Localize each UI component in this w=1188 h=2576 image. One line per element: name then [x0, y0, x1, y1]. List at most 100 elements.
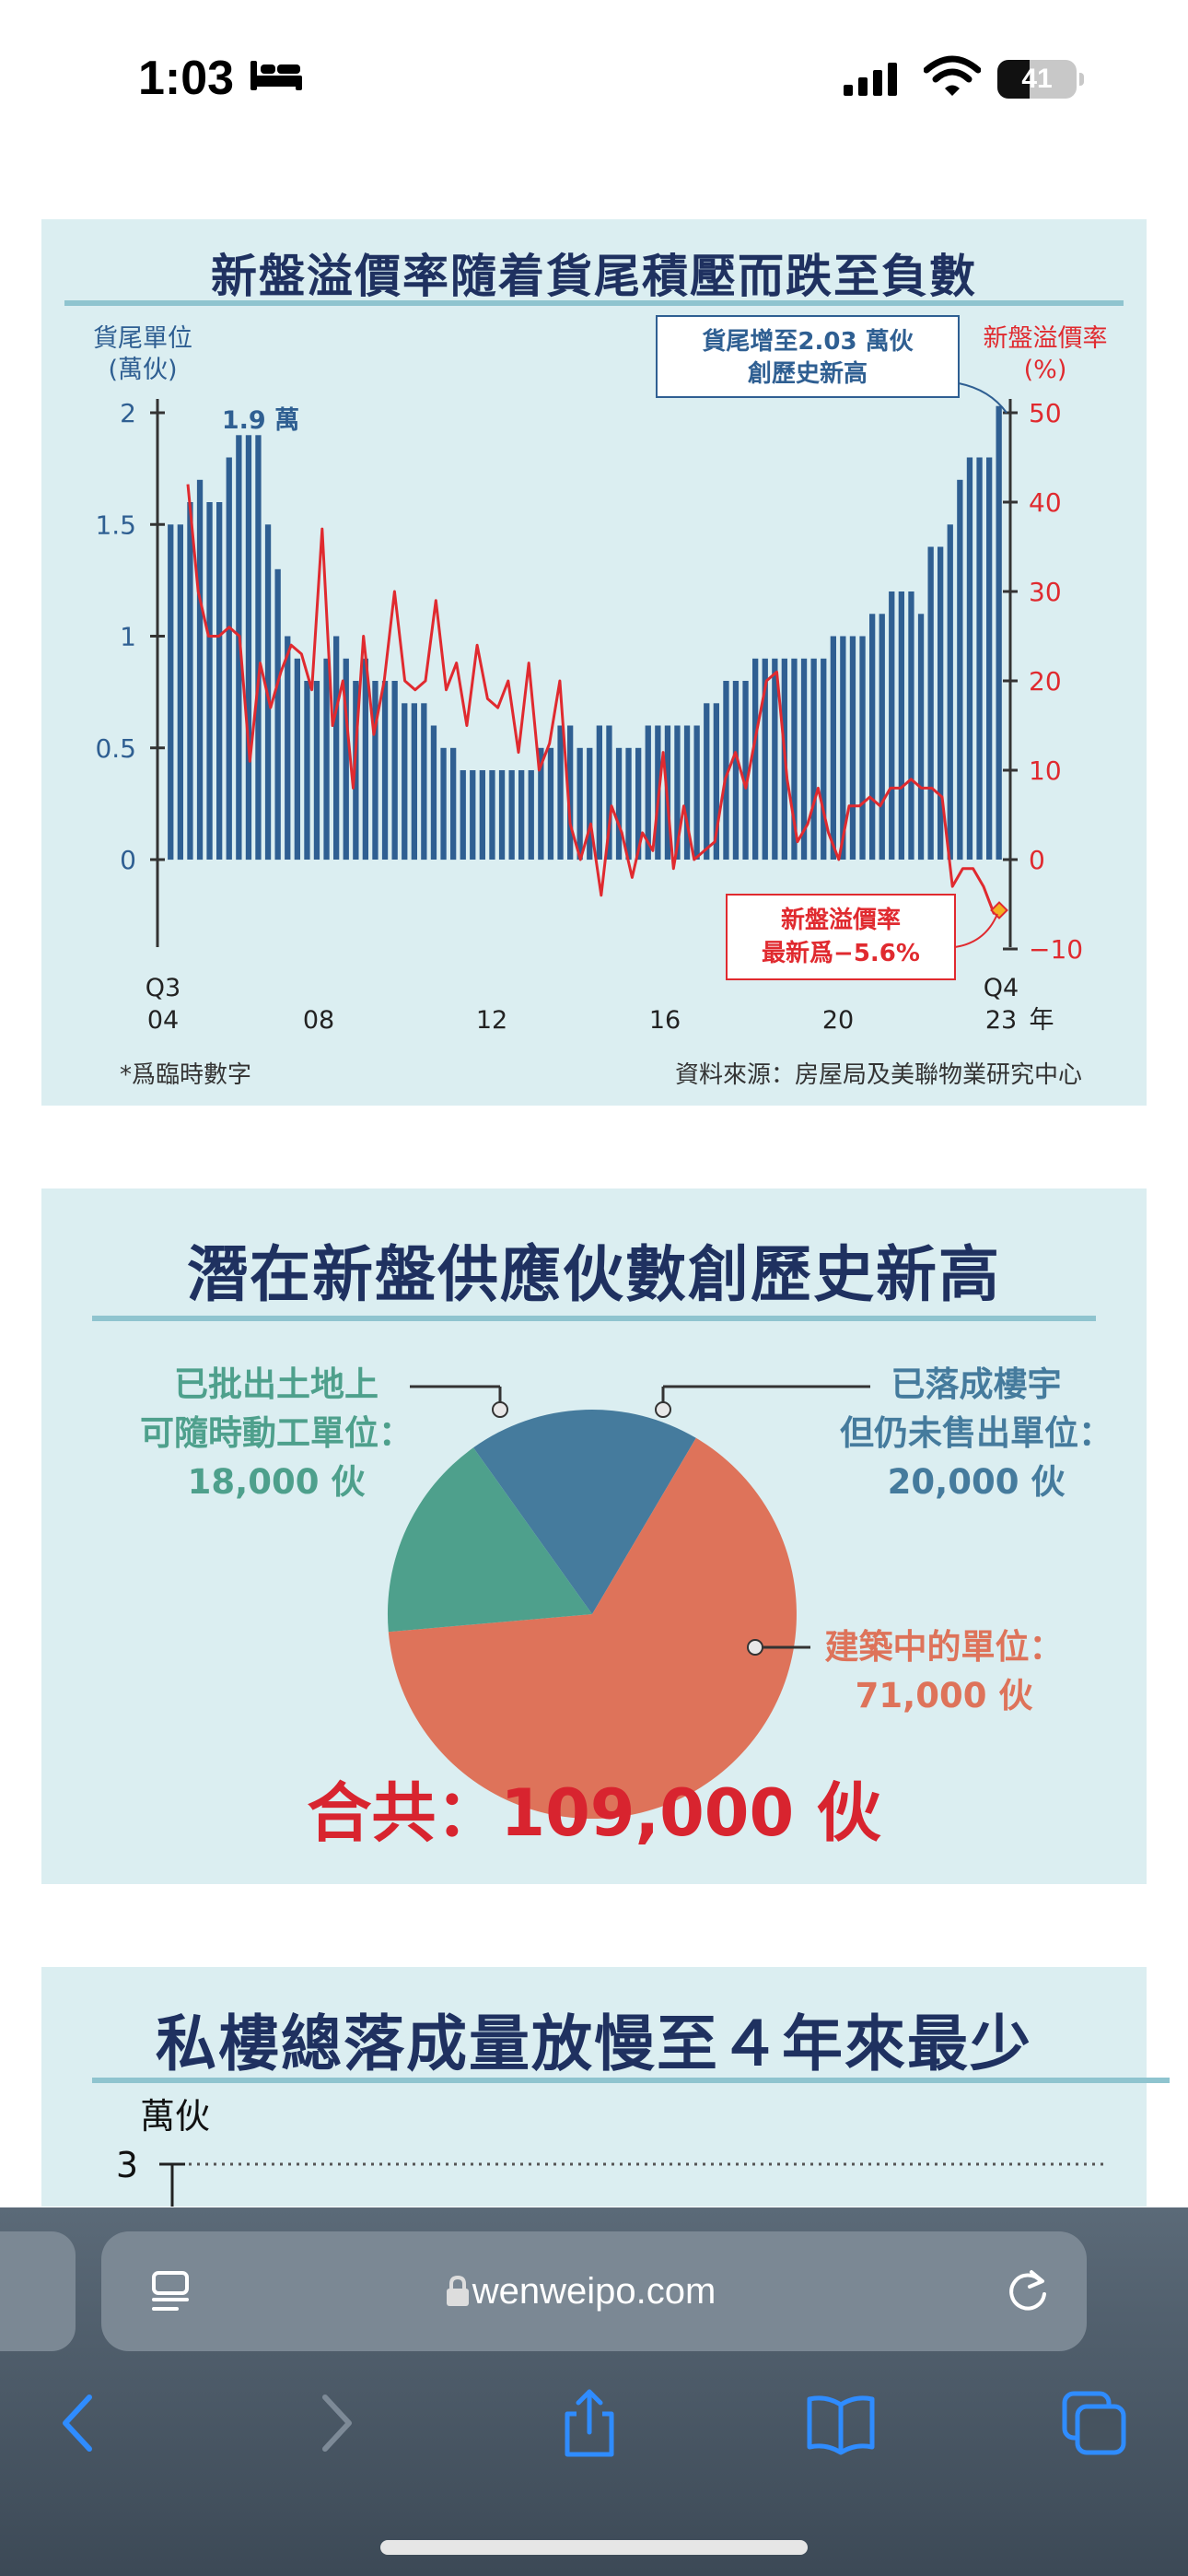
bar — [206, 502, 213, 860]
bar — [489, 770, 495, 860]
bar — [177, 524, 183, 861]
address-bar[interactable]: wenweipo.com — [101, 2231, 1087, 2351]
x-tick-16: 16 — [649, 1006, 681, 1035]
bar — [615, 747, 623, 861]
back-button[interactable] — [41, 2386, 115, 2460]
x-end-q: Q4 — [984, 974, 1019, 1002]
battery-indicator: 41 — [997, 60, 1084, 99]
status-time: 1:03 — [138, 52, 235, 105]
bar — [440, 747, 447, 861]
bar — [498, 770, 506, 860]
svg-text:18,000 伙: 18,000 伙 — [188, 1462, 366, 1502]
cellular-signal-icon — [844, 63, 897, 96]
bar — [168, 524, 174, 861]
bar — [693, 725, 700, 860]
bar — [635, 747, 642, 861]
x-unit: 年 — [1030, 1006, 1054, 1035]
chart3-y-tick-3: 3 — [116, 2145, 138, 2185]
bar — [645, 725, 651, 860]
bar — [996, 405, 1002, 860]
leader-dot-construction — [747, 1639, 763, 1656]
share-button[interactable] — [553, 2386, 626, 2460]
chart1-title: 新盤溢價率隨着貨尾積壓而跌至負數 — [211, 249, 977, 303]
bar — [704, 703, 710, 861]
forward-button[interactable] — [299, 2386, 373, 2460]
bookmarks-button[interactable] — [804, 2386, 878, 2460]
bar — [762, 658, 768, 861]
x-start-q: Q3 — [146, 974, 181, 1002]
bar — [411, 703, 417, 861]
lock-icon — [447, 2275, 469, 2306]
chart3-title: 私樓總落成量放慢至４年來最少 — [156, 2008, 1032, 2079]
wifi-icon — [924, 55, 981, 96]
bar — [966, 457, 973, 860]
bar-series-unsold-units — [168, 405, 1002, 861]
pie-slice-land-granted — [387, 1447, 592, 1633]
svg-text:已批出土地上: 已批出土地上 — [174, 1364, 379, 1404]
bar — [908, 591, 914, 860]
bar — [538, 747, 544, 861]
chart3-plot: 萬伙 3 — [116, 2096, 1105, 2207]
bar — [508, 770, 515, 860]
bar — [800, 658, 808, 861]
reload-icon[interactable] — [1004, 2266, 1052, 2316]
source-note: 資料來源：房屋局及美聯物業研究中心 — [675, 1061, 1082, 1089]
bar — [187, 502, 193, 860]
svg-text:可隨時動工單位：: 可隨時動工單位： — [140, 1413, 413, 1453]
bar — [674, 725, 681, 860]
bar — [518, 770, 525, 860]
callout-top-box — [656, 315, 960, 398]
bar — [313, 681, 320, 860]
reader-mode-icon[interactable] — [147, 2268, 193, 2314]
leader-dot-completed — [655, 1401, 671, 1418]
chart2-title: 潛在新盤供應伙數創歷史新高 — [187, 1238, 1001, 1310]
right-axis-title-2: (%) — [1024, 356, 1067, 384]
bar — [849, 636, 856, 860]
bar — [938, 546, 944, 860]
chart2-plot: 已落成樓宇 但仍未售出單位： 20,000 伙 建築中的單位： 71,000 伙… — [140, 1364, 1112, 1851]
x-tick-12: 12 — [476, 1006, 507, 1035]
x-start-year: 04 — [147, 1006, 179, 1035]
right-axis-title-1: 新盤溢價率 — [984, 324, 1108, 353]
chart3-y-unit: 萬伙 — [140, 2096, 210, 2137]
bar — [898, 591, 904, 860]
previous-tab-preview[interactable] — [0, 2231, 76, 2351]
bar — [226, 457, 232, 860]
bar — [470, 770, 476, 860]
bar — [791, 658, 798, 861]
pie-total: 合共：109,000 伙 — [307, 1775, 880, 1851]
bar — [889, 591, 895, 860]
y-right-tick: 50 — [1029, 398, 1062, 428]
y-right-tick: 20 — [1029, 666, 1062, 697]
sleep-focus-icon — [250, 61, 302, 90]
home-indicator — [380, 2540, 808, 2555]
bar — [596, 725, 602, 860]
left-axis-title-2: (萬伙) — [108, 356, 177, 384]
pie-slice-completed-unsold — [473, 1409, 696, 1614]
url-text[interactable]: wenweipo.com — [472, 2271, 716, 2312]
bar — [869, 614, 876, 861]
bar — [957, 479, 963, 861]
y-left-tick: 0 — [120, 845, 136, 875]
chart-completions: 私樓總落成量放慢至４年來最少 萬伙 3 — [41, 1967, 1170, 2207]
y-left-tick: 1.5 — [95, 509, 136, 540]
bar — [830, 636, 836, 860]
bar — [196, 479, 204, 861]
x-tick-20: 20 — [822, 1006, 854, 1035]
bar — [333, 636, 340, 860]
bar — [859, 636, 866, 860]
bar — [285, 636, 291, 860]
y-right-tick: 0 — [1029, 845, 1045, 875]
legend-completed-unsold: 已落成樓宇 但仍未售出單位： 20,000 伙 — [840, 1364, 1112, 1502]
bar — [460, 770, 466, 860]
bar — [683, 725, 691, 860]
chart1-axes: 0 0.5 1 1.5 2 −10 0 10 20 30 40 50 — [95, 398, 1083, 965]
bar — [304, 681, 310, 860]
pie-slices — [387, 1409, 797, 1819]
chart-potential-supply: 潛在新盤供應伙數創歷史新高 已落成樓宇 但仍未售出單位： 20,000 伙 建築… — [41, 1188, 1147, 1884]
chart1-plot: 貨尾單位 (萬伙) 新盤溢價率 (%) 1.9 萬 0 0.5 1 1.5 2 −10 0 1… — [93, 315, 1108, 1089]
bar — [362, 658, 368, 861]
tabs-button[interactable] — [1057, 2386, 1131, 2460]
bar — [625, 747, 632, 861]
callout-top-line2: 創歷史新高 — [748, 359, 868, 388]
